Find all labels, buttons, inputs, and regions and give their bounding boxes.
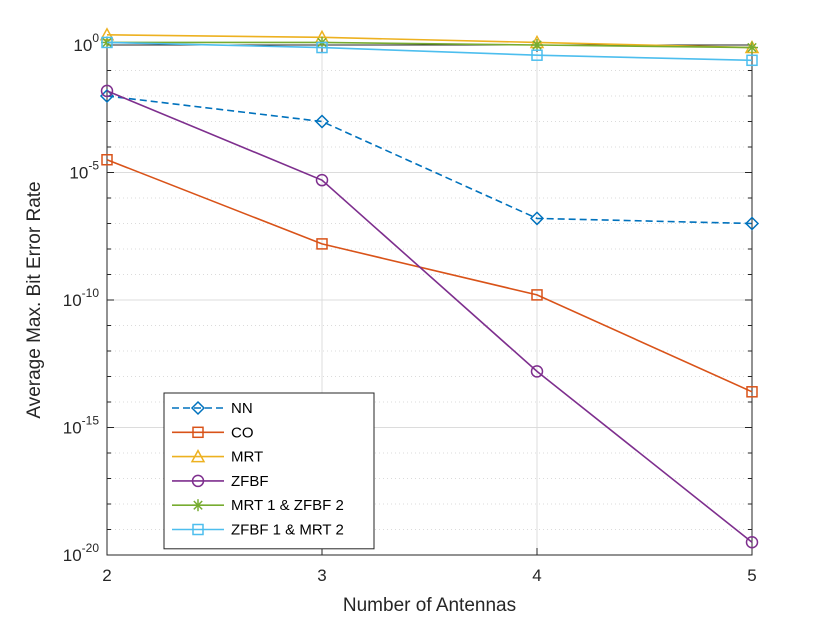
data-point-marker [101, 36, 113, 49]
x-tick-label: 5 [747, 566, 756, 585]
data-point-marker [100, 84, 114, 98]
series-1 [101, 154, 758, 398]
legend-marker [191, 474, 205, 488]
series-line [106, 34, 753, 49]
data-point-marker [101, 154, 113, 166]
legend-marker [192, 426, 204, 439]
data-point-marker [531, 39, 543, 51]
series-0 [99, 88, 760, 231]
data-point-marker [746, 41, 758, 54]
y-tick-label: 10-15 [63, 414, 100, 438]
series-line [106, 90, 753, 543]
data-point-marker [531, 49, 543, 61]
y-tick-label: 10-10 [63, 286, 100, 310]
legend-label: CO [231, 424, 254, 441]
data-point-marker [316, 41, 328, 54]
series-3 [100, 84, 759, 549]
y-axis-title: Average Max. Bit Error Rate [24, 181, 45, 418]
series-2 [99, 27, 760, 54]
y-tick-label: 10-20 [63, 541, 100, 565]
legend-label: MRT 1 & ZFBF 2 [231, 497, 344, 514]
legend-marker [190, 400, 206, 416]
legend-item: MRT 1 & ZFBF 2 [172, 497, 344, 514]
series-line [107, 41, 753, 49]
y-tick-label: 10-5 [69, 159, 99, 183]
legend-item: NN [172, 400, 253, 417]
legend-item: MRT [172, 449, 263, 466]
legend-item: CO [172, 424, 254, 441]
x-tick-label: 3 [317, 566, 326, 585]
legend-label: ZFBF 1 & MRT 2 [231, 522, 344, 539]
data-point-marker [529, 211, 545, 226]
legend: NN CO MRT ZFBF MRT 1 & ZFBF 2 ZFBF 1 & MRT 2 [163, 392, 375, 550]
legend-label: MRT [231, 449, 263, 466]
data-point-marker [746, 386, 758, 398]
legend-item: ZFBF 1 & MRT 2 [172, 522, 344, 539]
x-tick-label: 4 [532, 566, 541, 585]
series-line [106, 95, 753, 225]
data-point-marker [530, 365, 544, 378]
legend-marker [192, 499, 204, 512]
series-line [106, 41, 753, 62]
axis-ticks: 2 3 4 5 10-20 10-15 10-10 10-5 100 [63, 31, 757, 585]
series-5 [101, 36, 758, 67]
data-point-marker [316, 238, 328, 250]
data-point-marker [744, 216, 760, 231]
legend-marker [190, 449, 206, 463]
data-point-marker [315, 173, 329, 187]
y-tick-label: 100 [73, 31, 99, 55]
data-point-marker [746, 54, 758, 67]
series-line [106, 159, 753, 393]
legend-box [163, 392, 375, 550]
legend-label: NN [231, 400, 253, 417]
data-point-marker [314, 114, 330, 129]
series-group [99, 27, 760, 549]
legend-item: ZFBF [172, 473, 269, 490]
legend-marker [192, 523, 204, 536]
x-tick-label: 2 [102, 566, 111, 585]
data-point-marker [531, 289, 543, 301]
data-point-marker [745, 536, 759, 549]
legend-label: ZFBF [231, 473, 269, 490]
x-axis-title: Number of Antennas [343, 595, 516, 616]
